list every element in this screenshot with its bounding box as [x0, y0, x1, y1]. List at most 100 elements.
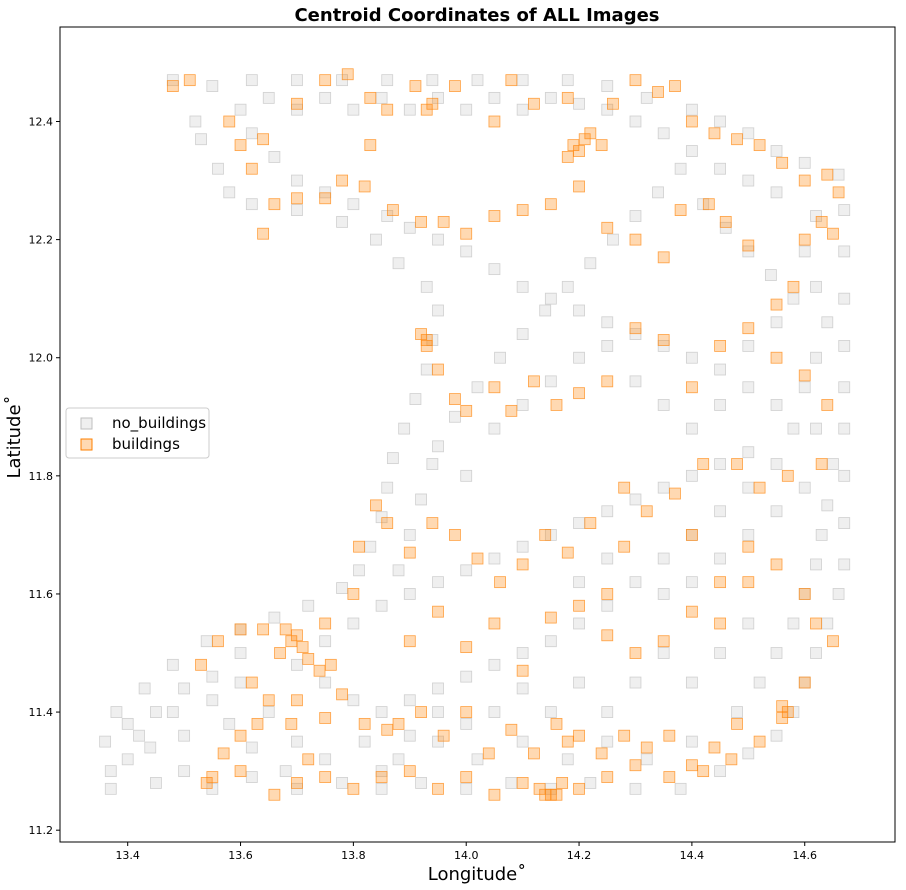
y-tick-label: 11.6 [29, 588, 54, 601]
buildings-point [415, 215, 427, 228]
no-buildings-point [121, 717, 134, 730]
no-buildings-point [516, 540, 529, 553]
buildings-point [753, 735, 766, 748]
no-buildings-point [544, 706, 557, 718]
buildings-point [561, 91, 574, 104]
buildings-point [257, 133, 270, 146]
no-buildings-point [488, 91, 501, 104]
no-buildings-point [753, 676, 766, 689]
buildings-point [685, 115, 698, 128]
buildings-point [657, 635, 670, 648]
no-buildings-point [742, 446, 755, 459]
buildings-point [460, 706, 473, 718]
buildings-point [183, 74, 196, 87]
buildings-point [742, 322, 755, 335]
no-buildings-point [426, 74, 439, 87]
buildings-point [381, 723, 394, 736]
no-buildings-point [685, 351, 698, 364]
y-tick-label: 11.2 [29, 824, 54, 837]
buildings-point [494, 576, 506, 589]
buildings-point [742, 239, 755, 252]
y-tick-label: 11.4 [29, 706, 54, 719]
no-buildings-point [742, 127, 755, 140]
no-buildings-point [166, 658, 179, 671]
no-buildings-point [398, 422, 411, 435]
buildings-point [607, 97, 619, 110]
buildings-point [550, 717, 563, 730]
buildings-point [573, 387, 585, 400]
no-buildings-point [505, 777, 518, 789]
buildings-point [561, 151, 574, 163]
buildings-point [245, 162, 258, 175]
buildings-point [544, 611, 557, 624]
buildings-point [375, 771, 388, 783]
buildings-point [353, 540, 365, 553]
no-buildings-point [245, 741, 258, 754]
no-buildings-point [138, 682, 151, 695]
no-buildings-point [714, 363, 727, 376]
buildings-point [685, 381, 698, 394]
legend: no_buildings buildings [65, 407, 210, 459]
buildings-point [539, 528, 552, 541]
no-buildings-point [516, 103, 529, 116]
no-buildings-point [685, 145, 698, 157]
buildings-point [313, 664, 326, 677]
buildings-point [245, 676, 258, 689]
no-buildings-point [262, 91, 275, 104]
buildings-point [291, 192, 303, 205]
no-buildings-point [657, 481, 670, 494]
buildings-point [262, 694, 275, 707]
no-buildings-point [166, 74, 179, 87]
no-buildings-point [657, 340, 670, 352]
buildings-point [471, 552, 484, 565]
no-buildings-point [353, 564, 365, 577]
buildings-point [449, 528, 461, 541]
no-buildings-point [798, 381, 811, 394]
no-buildings-point [787, 422, 800, 435]
no-buildings-point [291, 103, 303, 116]
no-buildings-point [838, 340, 851, 352]
buildings-point [573, 782, 585, 795]
x-tick-label: 13.4 [115, 849, 140, 862]
buildings-point [544, 198, 557, 211]
no-buildings-point [302, 599, 315, 612]
buildings-point [731, 133, 743, 146]
buildings-point [528, 375, 540, 388]
no-buildings-point [742, 747, 755, 760]
no-buildings-point [150, 706, 162, 718]
no-buildings-point [714, 647, 727, 659]
y-tick-label: 11.8 [29, 470, 54, 483]
buildings-point [212, 635, 224, 648]
buildings-point [195, 658, 207, 671]
no-buildings-point [426, 458, 439, 470]
no-buildings-point [573, 576, 585, 589]
no-buildings-point [742, 340, 755, 352]
no-buildings-point [629, 115, 642, 128]
buildings-point [832, 186, 845, 199]
buildings-point [319, 74, 332, 87]
buildings-point [460, 404, 473, 417]
buildings-point [629, 647, 642, 659]
no-buildings-point [731, 706, 743, 718]
no-buildings-point [403, 528, 416, 541]
buildings-point [370, 499, 382, 512]
no-buildings-point [601, 706, 614, 718]
no-buildings-point [798, 481, 811, 494]
no-buildings-point [488, 263, 501, 276]
no-buildings-point [347, 617, 360, 630]
no-buildings-point [245, 771, 258, 783]
no-buildings-point [336, 582, 348, 594]
no-buildings-point [601, 80, 614, 92]
buildings-point [386, 204, 399, 216]
buildings-point [234, 139, 247, 152]
no-buildings-point [432, 576, 444, 589]
buildings-point [449, 393, 461, 405]
buildings-point [685, 759, 698, 772]
no-buildings-point [319, 753, 332, 766]
no-buildings-point [764, 269, 777, 281]
buildings-point [341, 68, 354, 81]
no-buildings-point [189, 115, 202, 128]
no-buildings-point [471, 753, 484, 766]
buildings-point [415, 706, 427, 718]
buildings-point [731, 458, 743, 470]
